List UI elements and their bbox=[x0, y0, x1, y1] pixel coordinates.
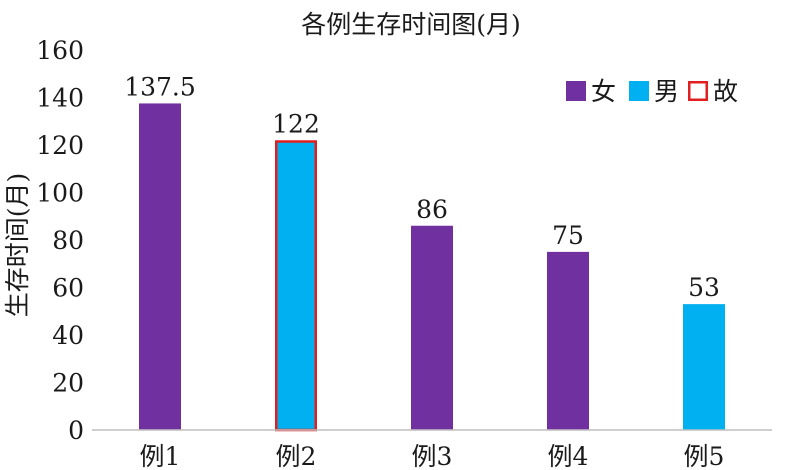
legend-label: 故 bbox=[713, 77, 738, 106]
bar-4 bbox=[547, 251, 589, 430]
bar-2 bbox=[275, 140, 317, 432]
x-tick-label: 例3 bbox=[412, 442, 453, 470]
y-tick-label: 80 bbox=[52, 226, 84, 255]
y-tick-label: 140 bbox=[36, 84, 84, 113]
y-tick-label: 0 bbox=[68, 416, 84, 445]
x-tick-label: 例5 bbox=[684, 442, 725, 470]
data-label: 122 bbox=[272, 109, 320, 138]
x-tick-label: 例2 bbox=[276, 442, 317, 470]
legend: 女男故 bbox=[566, 77, 738, 106]
y-tick-label: 60 bbox=[52, 274, 84, 303]
data-label: 75 bbox=[552, 221, 584, 250]
y-axis-ticks: 0 20 40 60 80 100 120 140 160 bbox=[36, 36, 84, 445]
data-label: 137.5 bbox=[124, 72, 196, 101]
y-tick-label: 160 bbox=[36, 36, 84, 65]
chart-title: 各例生存时间图(月) bbox=[301, 10, 521, 39]
y-tick-label: 120 bbox=[36, 131, 84, 160]
bar-3 bbox=[411, 225, 453, 430]
legend-swatch-female bbox=[566, 81, 586, 101]
bar-5 bbox=[683, 304, 725, 430]
x-tick-label: 例4 bbox=[548, 442, 589, 470]
x-axis-ticks: 例1 例2 例3 例4 例5 bbox=[140, 442, 725, 470]
data-label: 53 bbox=[688, 273, 720, 302]
bars bbox=[139, 103, 725, 432]
data-label: 86 bbox=[416, 195, 448, 224]
bar-1 bbox=[139, 103, 181, 430]
y-tick-label: 40 bbox=[52, 321, 84, 350]
data-labels: 137.5 122 86 75 53 bbox=[124, 72, 720, 302]
y-axis-label: 生存时间(月) bbox=[3, 173, 32, 318]
legend-label: 女 bbox=[591, 77, 616, 106]
legend-label: 男 bbox=[654, 77, 679, 106]
y-tick-label: 20 bbox=[52, 369, 84, 398]
x-tick-label: 例1 bbox=[140, 442, 181, 470]
legend-swatch-male bbox=[629, 81, 649, 101]
legend-swatch-deceased bbox=[688, 81, 708, 101]
y-tick-label: 100 bbox=[36, 179, 84, 208]
